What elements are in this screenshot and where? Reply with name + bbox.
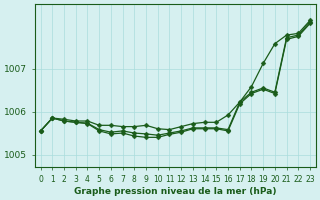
- X-axis label: Graphe pression niveau de la mer (hPa): Graphe pression niveau de la mer (hPa): [74, 187, 276, 196]
